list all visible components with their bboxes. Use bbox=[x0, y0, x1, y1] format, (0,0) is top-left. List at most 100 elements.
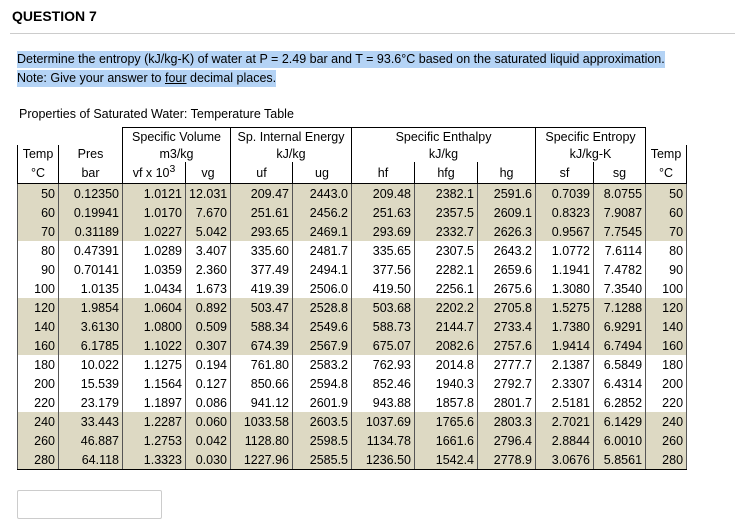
table-cell: 12.031 bbox=[185, 183, 231, 203]
table-row: 140 3.6130 1.0800 0.509 588.34 2549.6 588.73 21… bbox=[17, 317, 688, 336]
table-cell: 5.8561 bbox=[593, 450, 647, 470]
note-text: Note: Give your answer to bbox=[17, 71, 165, 85]
table-row: 240 33.443 1.2287 0.060 1033.58 2603.5 1037.69… bbox=[17, 412, 688, 431]
table-cell: 503.47 bbox=[230, 298, 293, 317]
table-cell: 7.3540 bbox=[593, 279, 647, 298]
table-cell: 2567.9 bbox=[291, 336, 353, 355]
table-row: 80 0.47391 1.0289 3.407 335.60 2481.7 335.65 23… bbox=[17, 241, 688, 260]
table-cell: 377.49 bbox=[230, 260, 293, 279]
table-cell: 2801.7 bbox=[477, 393, 537, 412]
table-cell: 2803.3 bbox=[477, 412, 537, 431]
answer-input[interactable] bbox=[17, 490, 162, 519]
table-cell: 7.670 bbox=[185, 203, 231, 222]
table-cell: 50 bbox=[645, 183, 688, 203]
column-header-text: uf bbox=[256, 165, 267, 180]
table-cell: 80 bbox=[17, 241, 59, 260]
group-header: Specific Entropy bbox=[535, 127, 647, 145]
table-cell: 33.443 bbox=[58, 412, 123, 431]
table-cell: 120 bbox=[645, 298, 688, 317]
column-header-text: sf bbox=[559, 165, 570, 180]
table-row: 60 0.19941 1.0170 7.670 251.61 2456.2 251.63 23… bbox=[17, 203, 688, 222]
question-title: QUESTION 7 bbox=[12, 8, 97, 24]
table-cell: 2733.4 bbox=[477, 317, 537, 336]
table-cell: 0.127 bbox=[185, 374, 231, 393]
table-cell: 260 bbox=[645, 431, 688, 450]
table-cell: 2506.0 bbox=[291, 279, 353, 298]
table-cell: 160 bbox=[17, 336, 59, 355]
table-cell: 2528.8 bbox=[291, 298, 353, 317]
table-cell: 419.39 bbox=[230, 279, 293, 298]
group-header: Sp. Internal Energy bbox=[229, 127, 353, 145]
table-cell: 2626.3 bbox=[477, 222, 537, 241]
table-cell: 0.030 bbox=[185, 450, 231, 470]
table-cell: 1.7380 bbox=[535, 317, 595, 336]
note-emphasis: four bbox=[164, 71, 187, 85]
table-cell: 6.7494 bbox=[593, 336, 647, 355]
table-cell: 1.0170 bbox=[122, 203, 186, 222]
table-cell: 2603.5 bbox=[291, 412, 353, 431]
table-cell: 2469.1 bbox=[291, 222, 353, 241]
column-header-exponent: 3 bbox=[169, 164, 176, 176]
table-cell: 293.69 bbox=[351, 222, 416, 241]
table-cell: 588.34 bbox=[230, 317, 293, 336]
table-cell: 10.022 bbox=[58, 355, 123, 374]
table-cell: 1.0434 bbox=[122, 279, 186, 298]
table-cell: 377.56 bbox=[351, 260, 416, 279]
table-cell: 0.086 bbox=[185, 393, 231, 412]
table-cell: 852.46 bbox=[351, 374, 416, 393]
table-cell: 2014.8 bbox=[414, 355, 479, 374]
table-cell: 588.73 bbox=[351, 317, 416, 336]
divider bbox=[10, 33, 735, 34]
table-cell: 1.0289 bbox=[122, 241, 186, 260]
table-cell: 2.5181 bbox=[535, 393, 595, 412]
table-row: 280 64.118 1.3323 0.030 1227.96 2585.5 1236.50… bbox=[17, 450, 688, 470]
table-cell: 1.0359 bbox=[122, 260, 186, 279]
table-row: 160 6.1785 1.1022 0.307 674.39 2567.9 675.07 20… bbox=[17, 336, 688, 355]
column-header-text: hf bbox=[377, 165, 389, 180]
table-cell: 240 bbox=[17, 412, 59, 431]
table-cell: 1033.58 bbox=[230, 412, 293, 431]
unit-header: kJ/kg-K bbox=[535, 145, 647, 162]
table-cell: 1857.8 bbox=[414, 393, 479, 412]
table-cell: 1.1897 bbox=[122, 393, 186, 412]
table-cell: 2601.9 bbox=[291, 393, 353, 412]
table-cell: 1.0800 bbox=[122, 317, 186, 336]
table-row: 90 0.70141 1.0359 2.360 377.49 2494.1 377.56 22… bbox=[17, 260, 688, 279]
table-cell: 64.118 bbox=[58, 450, 123, 470]
table-cell: 2082.6 bbox=[414, 336, 479, 355]
table-row: 220 23.179 1.1897 0.086 941.12 2601.9 943.88 18… bbox=[17, 393, 688, 412]
table-cell: 1.3323 bbox=[122, 450, 186, 470]
table-cell: 2585.5 bbox=[291, 450, 353, 470]
table-cell: 943.88 bbox=[351, 393, 416, 412]
table-cell: 1.9854 bbox=[58, 298, 123, 317]
table-cell: 2481.7 bbox=[291, 241, 353, 260]
table-cell: 2598.5 bbox=[291, 431, 353, 450]
column-header: vg bbox=[185, 162, 231, 184]
note-text: decimal places. bbox=[186, 71, 277, 85]
column-header: hfg bbox=[414, 162, 479, 184]
table-cell: 2757.6 bbox=[477, 336, 537, 355]
unit-header: Temp bbox=[645, 145, 688, 162]
table-cell: 23.179 bbox=[58, 393, 123, 412]
table-cell: 2.8844 bbox=[535, 431, 595, 450]
table-cell: 140 bbox=[645, 317, 688, 336]
column-header: bar bbox=[58, 162, 123, 184]
table-cell: 335.60 bbox=[230, 241, 293, 260]
table-cell: 1.0227 bbox=[122, 222, 186, 241]
table-cell: 0.060 bbox=[185, 412, 231, 431]
table-cell: 120 bbox=[17, 298, 59, 317]
column-header: °C bbox=[17, 162, 59, 184]
column-header: ug bbox=[291, 162, 353, 184]
table-cell: 6.1785 bbox=[58, 336, 123, 355]
table-cell: 2777.7 bbox=[477, 355, 537, 374]
table-row: 70 0.31189 1.0227 5.042 293.65 2469.1 293.69 23… bbox=[17, 222, 688, 241]
column-header-text: sg bbox=[612, 165, 627, 180]
table-cell: 1128.80 bbox=[230, 431, 293, 450]
column-header-text: ug bbox=[315, 165, 329, 180]
column-header: vf x 103 bbox=[122, 162, 186, 184]
unit-header: Pres bbox=[58, 145, 123, 162]
table-cell: 220 bbox=[17, 393, 59, 412]
group-header: Specific Volume bbox=[122, 127, 231, 145]
table-cell: 2549.6 bbox=[291, 317, 353, 336]
